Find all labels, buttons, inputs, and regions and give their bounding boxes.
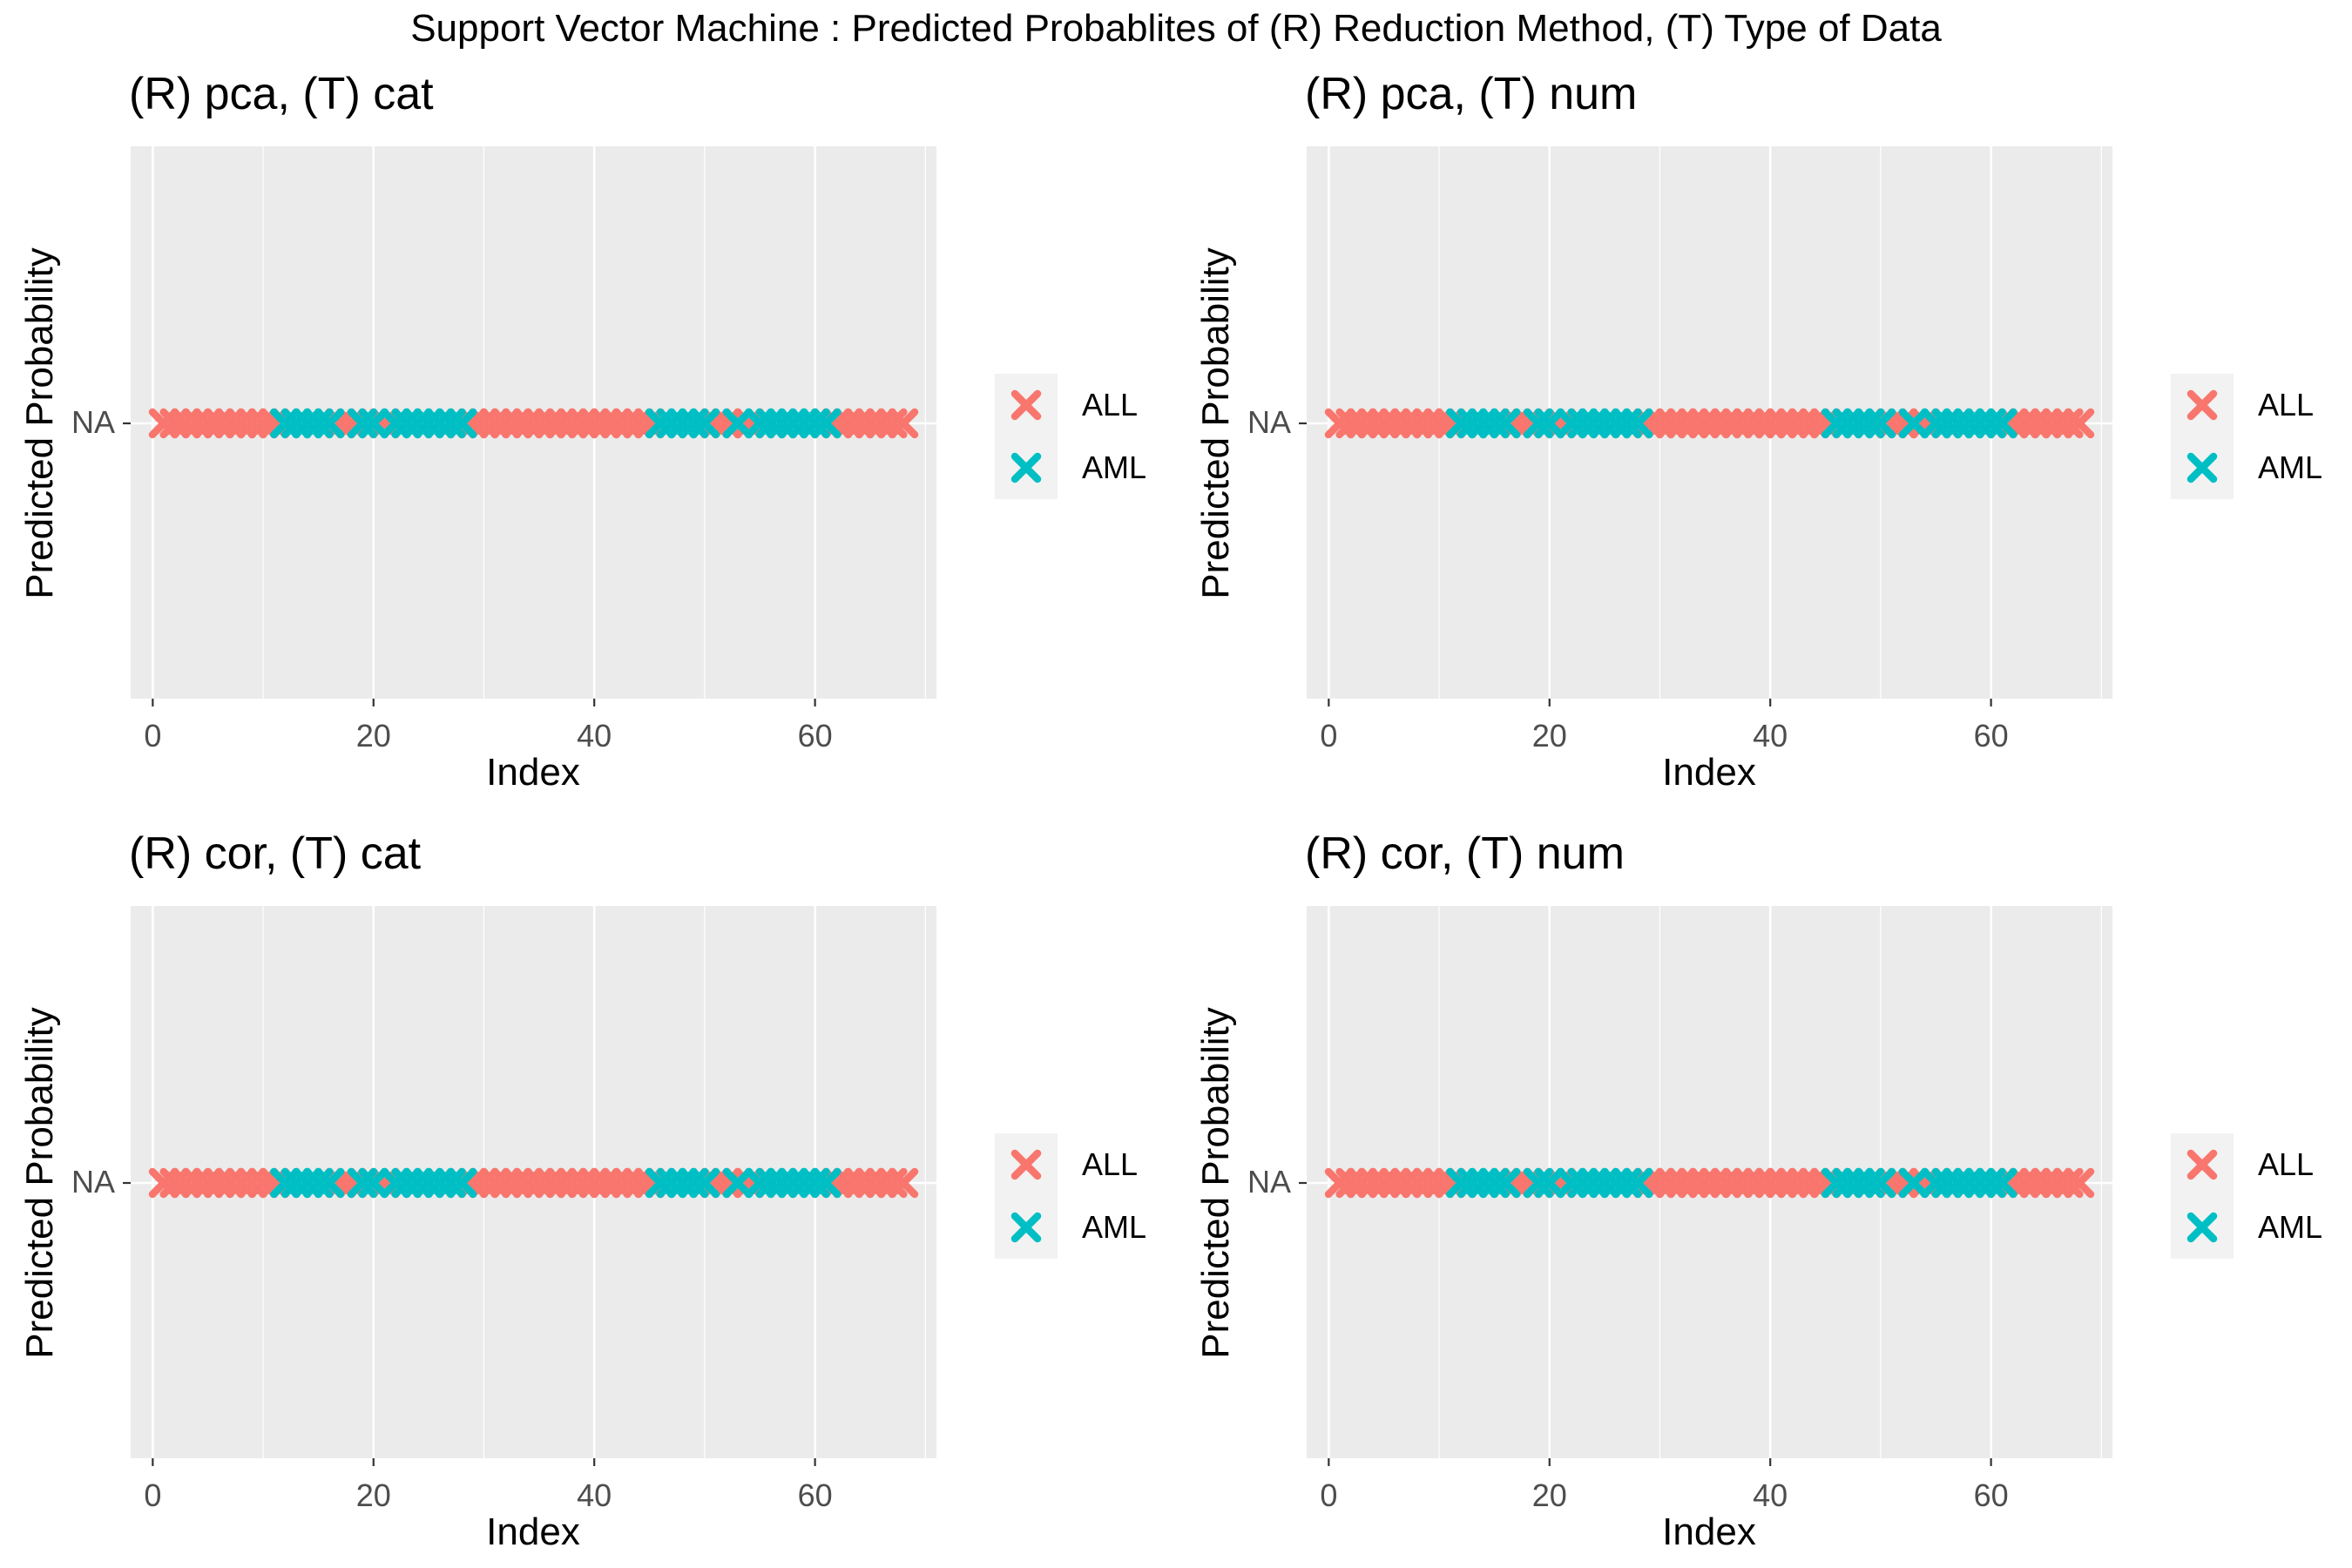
x-tick-label: 20 — [355, 1477, 391, 1513]
y-axis-label: Predicted Probability — [1194, 1007, 1237, 1359]
x-tick-label: 40 — [1753, 718, 1788, 754]
legend-label-all: ALL — [2258, 1146, 2315, 1182]
chart-panel-pca-cat: (R) pca, (T) cat Predicted Probability I… — [0, 0, 1176, 794]
point-all — [2064, 408, 2095, 439]
legend-label-all: ALL — [1082, 387, 1139, 422]
y-axis-label: Predicted Probability — [18, 1007, 61, 1359]
point-all — [888, 1167, 919, 1199]
x-tick-label: 40 — [577, 1477, 612, 1513]
chart-panel-pca-num: (R) pca, (T) num Predicted Probability I… — [1176, 0, 2352, 794]
y-tick-label: NA — [1247, 1164, 1291, 1200]
legend-marker-all — [1010, 389, 1042, 421]
plot-svg — [1299, 906, 2234, 1466]
legend-label-all: ALL — [1082, 1146, 1139, 1182]
y-tick-label: NA — [1247, 404, 1291, 440]
legend-marker-all — [2186, 389, 2218, 421]
point-aml — [689, 1167, 720, 1199]
x-tick-label: 0 — [144, 1477, 162, 1513]
chart-panel-cor-cat: (R) cor, (T) cat Predicted Probability I… — [0, 760, 1176, 1553]
point-aml — [314, 1167, 345, 1199]
x-axis-label: Index — [1662, 1511, 1756, 1553]
panel-title: (R) cor, (T) num — [1305, 828, 1625, 879]
legend-marker-aml — [2186, 452, 2218, 483]
plot-svg — [1299, 146, 2234, 706]
chart-panel-cor-num: (R) cor, (T) num Predicted Probability I… — [1176, 760, 2352, 1553]
x-tick-label: 0 — [144, 718, 162, 754]
panel-title: (R) pca, (T) cat — [129, 69, 434, 119]
legend-label-aml: AML — [1082, 449, 1147, 485]
y-tick-label: NA — [71, 404, 115, 440]
point-aml — [446, 1167, 477, 1199]
point-aml — [1534, 408, 1565, 439]
point-aml — [1865, 1167, 1896, 1199]
x-tick-label: 0 — [1320, 1477, 1338, 1513]
x-axis-label: Index — [486, 1511, 580, 1553]
legend-label-aml: AML — [2258, 449, 2323, 485]
point-aml — [689, 408, 720, 439]
panel-title: (R) cor, (T) cat — [129, 828, 422, 879]
legend-marker-all — [1010, 1149, 1042, 1180]
x-axis-label: Index — [1662, 751, 1756, 794]
point-aml — [1622, 1167, 1653, 1199]
point-aml — [1622, 408, 1653, 439]
point-aml — [446, 408, 477, 439]
legend-marker-aml — [2186, 1212, 2218, 1243]
legend-marker-aml — [1010, 1212, 1042, 1243]
legend-marker-aml — [1010, 452, 1042, 483]
point-aml — [811, 408, 841, 439]
point-aml — [1490, 1167, 1521, 1199]
panel-title: (R) pca, (T) num — [1305, 69, 1638, 119]
x-tick-label: 20 — [1531, 1477, 1567, 1513]
x-tick-label: 60 — [1973, 1477, 2009, 1513]
point-all — [2064, 1167, 2095, 1199]
legend-label-all: ALL — [2258, 387, 2315, 422]
point-aml — [1490, 408, 1521, 439]
y-axis-label: Predicted Probability — [18, 247, 61, 599]
point-aml — [1534, 1167, 1565, 1199]
y-axis-label: Predicted Probability — [1194, 247, 1237, 599]
legend-label-aml: AML — [1082, 1209, 1147, 1245]
page-title: Support Vector Machine : Predicted Proba… — [410, 7, 1942, 50]
point-aml — [811, 1167, 841, 1199]
point-aml — [1987, 408, 2017, 439]
x-tick-label: 20 — [1531, 718, 1567, 754]
x-tick-label: 60 — [1973, 718, 2009, 754]
point-aml — [1898, 1167, 1930, 1199]
plot-svg — [123, 146, 1058, 706]
legend-marker-all — [2186, 1149, 2218, 1180]
point-aml — [358, 408, 389, 439]
point-aml — [722, 408, 754, 439]
point-aml — [1898, 408, 1930, 439]
x-tick-label: 60 — [797, 718, 833, 754]
point-aml — [314, 408, 345, 439]
plot-svg — [123, 906, 1058, 1466]
x-tick-label: 60 — [797, 1477, 833, 1513]
x-tick-label: 40 — [577, 718, 612, 754]
point-all — [888, 408, 919, 439]
point-aml — [1865, 408, 1896, 439]
x-tick-label: 40 — [1753, 1477, 1788, 1513]
y-tick-label: NA — [71, 1164, 115, 1200]
point-aml — [1987, 1167, 2017, 1199]
x-axis-label: Index — [486, 751, 580, 794]
legend-label-aml: AML — [2258, 1209, 2323, 1245]
point-aml — [722, 1167, 754, 1199]
point-aml — [358, 1167, 389, 1199]
x-tick-label: 20 — [355, 718, 391, 754]
x-tick-label: 0 — [1320, 718, 1338, 754]
